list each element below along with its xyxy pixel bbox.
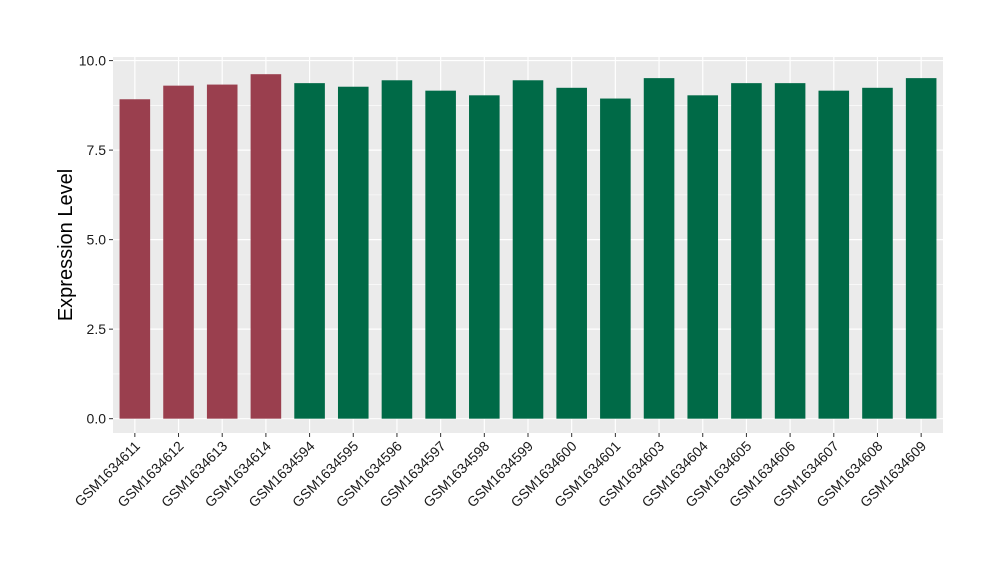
bar: [381, 80, 413, 419]
y-tick-label: 5.0: [87, 232, 107, 248]
y-axis: 0.0 2.5 5.0 7.5 10.0: [79, 53, 113, 427]
bar: [600, 98, 631, 419]
bars: [119, 74, 937, 419]
bar: [294, 83, 325, 419]
bar: [206, 84, 238, 419]
bar: [643, 78, 675, 419]
bar: [818, 90, 850, 419]
bar: [250, 74, 282, 419]
bar: [119, 99, 151, 419]
bar: [469, 95, 500, 419]
bar: [774, 83, 806, 419]
x-axis: GSM1634611GSM1634612GSM1634613GSM1634614…: [71, 433, 929, 510]
bar: [731, 83, 762, 419]
y-tick-label: 7.5: [87, 142, 107, 158]
bar: [862, 87, 893, 419]
bar: [512, 80, 544, 419]
bar: [337, 86, 369, 419]
bar: [425, 90, 456, 419]
bar: [687, 95, 719, 419]
y-axis-title: Expression Level: [55, 169, 77, 321]
y-tick-label: 10.0: [79, 53, 106, 69]
y-tick-label: 0.0: [87, 411, 107, 427]
bar: [163, 85, 194, 419]
y-tick-label: 2.5: [87, 321, 107, 337]
bar: [556, 87, 587, 419]
bar: [905, 78, 937, 419]
